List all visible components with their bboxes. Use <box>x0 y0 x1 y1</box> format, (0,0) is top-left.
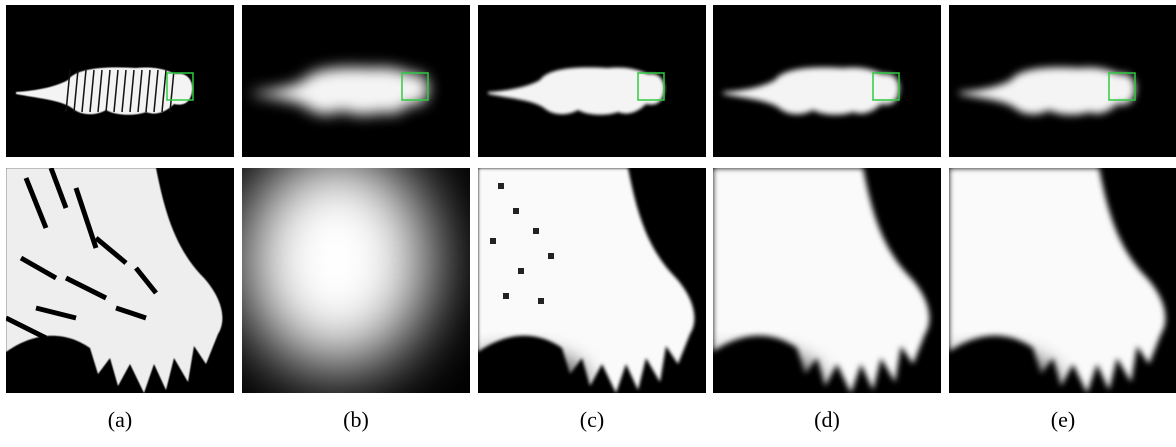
artifact <box>518 268 524 274</box>
panel: (b) <box>242 5 470 432</box>
caption: (a) <box>108 407 132 432</box>
zoom-content <box>683 168 941 410</box>
artifact <box>533 228 539 234</box>
artifact <box>548 253 554 259</box>
artifact <box>498 183 504 189</box>
caption: (b) <box>343 407 369 432</box>
zoom-content <box>6 168 234 393</box>
caption: (e) <box>1051 407 1075 432</box>
overview-image <box>6 5 234 157</box>
artifact <box>490 238 496 244</box>
overview-image <box>242 5 470 157</box>
zoom-content <box>919 168 1176 410</box>
zoom-image <box>6 168 234 393</box>
artifact <box>503 293 509 299</box>
overview-image <box>478 5 706 157</box>
overview-image <box>713 5 941 157</box>
panel: (d) <box>683 5 941 432</box>
overview-image <box>949 5 1176 157</box>
zoom-image <box>683 168 941 410</box>
artifact <box>538 298 544 304</box>
zoom-image <box>919 168 1176 410</box>
zoom-content <box>242 150 470 393</box>
caption: (d) <box>814 407 840 432</box>
blur-blob <box>242 150 432 370</box>
artifact <box>513 208 519 214</box>
figure: (a) (b) (c) (d) (e) <box>0 0 1176 442</box>
caption: (c) <box>580 407 604 432</box>
panel: (a) <box>6 5 234 432</box>
zoom-content <box>448 168 706 410</box>
zoom-image <box>448 168 706 410</box>
zoom-image <box>242 150 470 393</box>
panel: (c) <box>448 5 706 432</box>
panel: (e) <box>919 5 1176 432</box>
